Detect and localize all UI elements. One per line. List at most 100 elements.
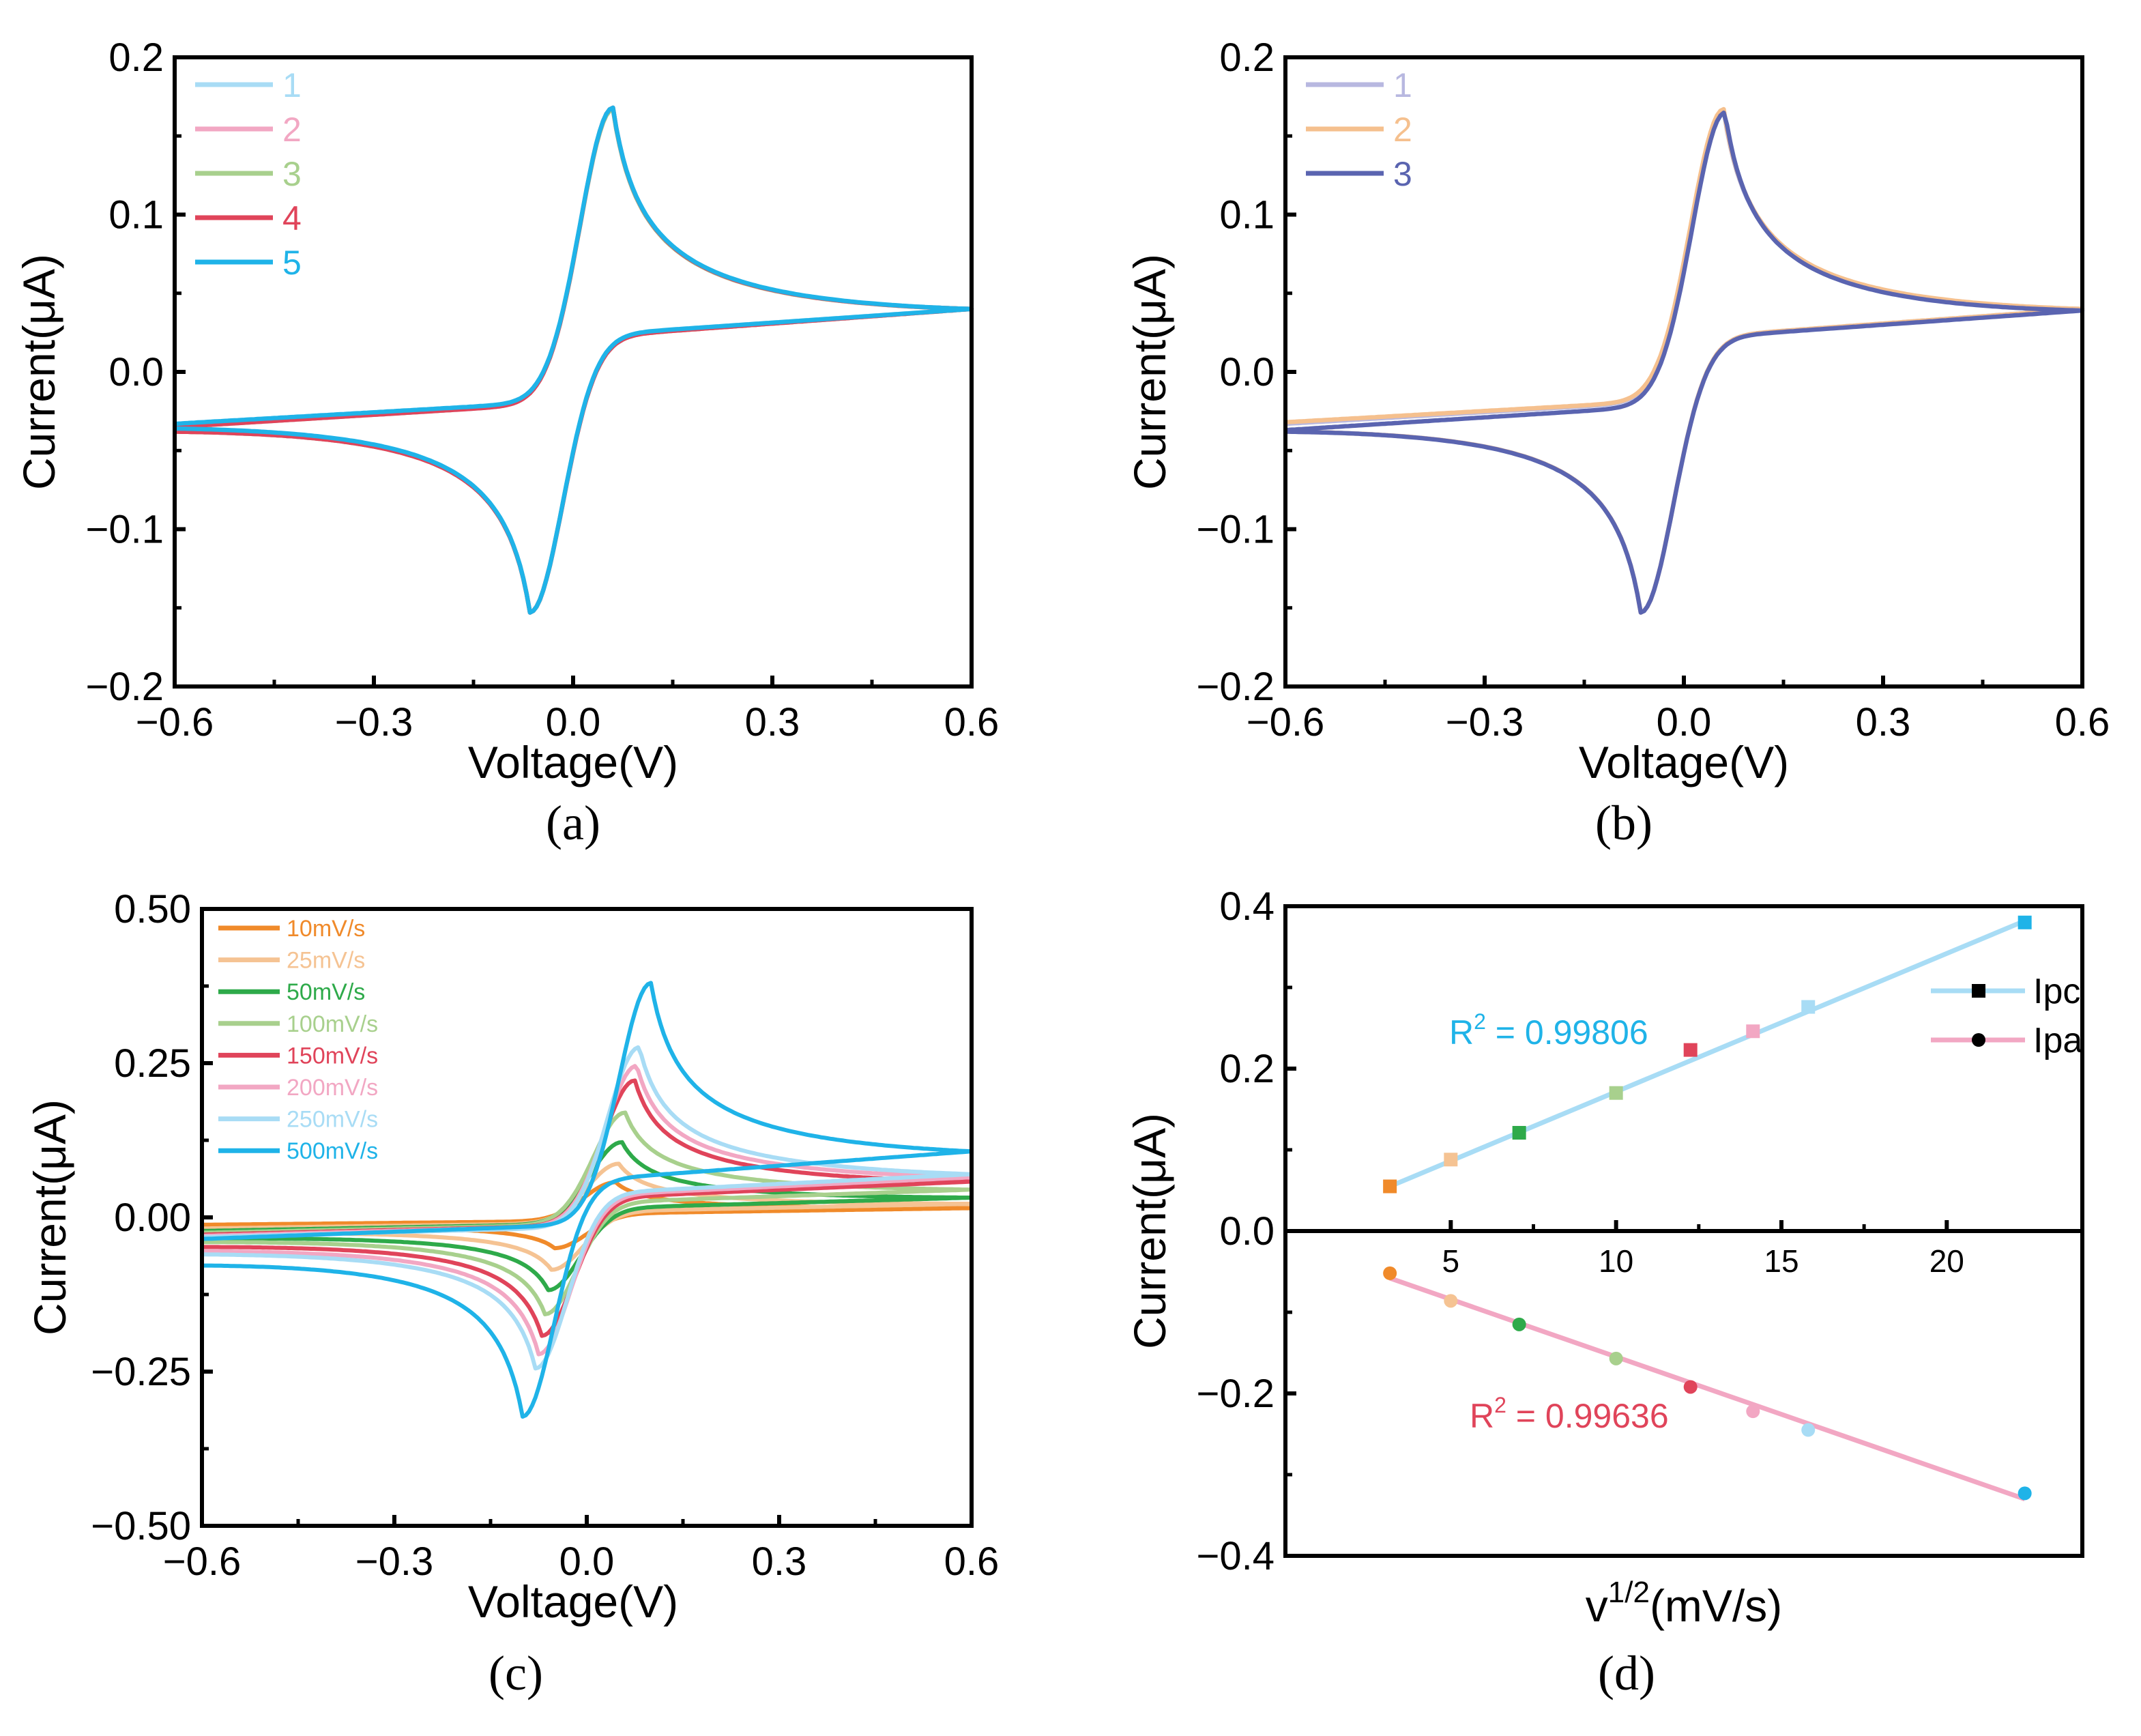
- x-tick-label: −0.6: [1247, 700, 1325, 744]
- y-tick-label: −0.2: [1197, 1372, 1275, 1416]
- data-point-Ipc: [2018, 915, 2032, 929]
- y-tick-label: 0.1: [1219, 193, 1275, 237]
- y-tick-label: −0.50: [91, 1504, 191, 1548]
- data-point-Ipa: [1609, 1351, 1623, 1365]
- r-squared-annotation: R2 = 0.99636: [1470, 1393, 1669, 1435]
- data-point-Ipa: [1746, 1404, 1760, 1419]
- data-point-Ipc: [1383, 1179, 1397, 1194]
- y-tick-label: 0.1: [108, 193, 164, 237]
- plot-frame: [1283, 904, 2084, 1558]
- legend-label: 10mV/s: [287, 916, 365, 942]
- y-tick-label: 0.4: [1219, 884, 1275, 929]
- legend-label: 500mV/s: [287, 1138, 378, 1164]
- x-tick-label: 0.6: [2055, 700, 2110, 744]
- panel-d: 5 10 15 20−0.4−0.20.00.20.4Current(μA)v1/2(…: [1124, 884, 2084, 1701]
- x-tick-label: 0.3: [1856, 700, 1911, 744]
- y-tick-label: −0.25: [91, 1350, 191, 1394]
- data-point-Ipc: [1801, 1000, 1816, 1014]
- x-tick-label: −0.3: [355, 1539, 434, 1584]
- panel-a: −0.6 −0.3 0.0 0.3 0.6 −0.2 −0.1 0.0 0.1 0.2 Curren…: [14, 35, 999, 850]
- x-tick-label: 0.3: [745, 700, 800, 744]
- legend-marker-square: [1972, 984, 1985, 998]
- r2-sup: 2: [1494, 1393, 1506, 1417]
- x-axis-label: Voltage(V): [468, 1576, 678, 1627]
- x-tick-label: −0.6: [136, 700, 214, 744]
- legend-label: 200mV/s: [287, 1075, 378, 1101]
- panel-c: −0.6 −0.3 0.0 0.3 0.6 −0.50 −0.25 0.00 0.25 0.50 C…: [25, 887, 999, 1701]
- y-tick-label: −0.2: [86, 665, 164, 709]
- plot-frame: [173, 55, 974, 689]
- x-tick-label: 0.3: [752, 1539, 807, 1584]
- data-point-Ipc: [1512, 1126, 1526, 1140]
- y-tick-label: 0.0: [108, 350, 164, 394]
- x-tick-label: 15: [1764, 1243, 1798, 1279]
- x-tick-label: 5: [1442, 1243, 1460, 1279]
- r2-label: R: [1449, 1013, 1474, 1052]
- legend-label: 150mV/s: [287, 1043, 378, 1069]
- legend-label: 3: [282, 155, 302, 193]
- legend-label: 2: [1393, 111, 1412, 149]
- y-tick-label: 0.00: [114, 1196, 191, 1240]
- panel-caption: (c): [489, 1646, 543, 1701]
- y-axis-label: Current(μA): [1124, 1113, 1175, 1349]
- data-point-Ipc: [1609, 1086, 1623, 1100]
- y-axis-label: Current(μA): [1124, 254, 1175, 490]
- data-point-Ipc: [1444, 1153, 1458, 1167]
- x-axis-label: v1/2(mV/s): [1586, 1576, 1782, 1631]
- legend-label: 50mV/s: [287, 979, 365, 1005]
- x-tick-label: 0.6: [944, 700, 1000, 744]
- data-point-Ipa: [2018, 1486, 2032, 1501]
- panel-caption: (d): [1598, 1646, 1655, 1701]
- panel-b: −0.6 −0.3 0.0 0.3 0.6 −0.2 −0.1 0.0 0.1 0.2 Curren…: [1124, 35, 2110, 850]
- y-tick-label: 0.25: [114, 1041, 191, 1086]
- legend-label: 1: [1393, 66, 1412, 104]
- panel-caption: (b): [1595, 796, 1652, 850]
- data-point-Ipa: [1383, 1266, 1397, 1280]
- legend-label: 2: [282, 111, 302, 149]
- plot-frame: [200, 907, 974, 1528]
- fit-line-Ipc: [1388, 918, 2026, 1189]
- y-tick-label: 0.0: [1219, 1209, 1275, 1254]
- y-axis-label: Current(μA): [25, 1099, 75, 1335]
- r2-value: = 0.99636: [1506, 1397, 1669, 1435]
- r2-label: R: [1470, 1397, 1494, 1435]
- legend-label: 250mV/s: [287, 1107, 378, 1133]
- legend-label: 5: [282, 244, 302, 282]
- x-tick-label: 20: [1929, 1243, 1964, 1279]
- y-axis-label: Current(μA): [14, 254, 64, 490]
- y-tick-label: 0.2: [1219, 35, 1275, 80]
- x-axis-label-sup: 1/2: [1608, 1576, 1650, 1609]
- x-tick-label: −0.3: [1446, 700, 1524, 744]
- legend-label: 4: [282, 199, 302, 237]
- plot-frame: [1283, 55, 2084, 689]
- x-axis-label: Voltage(V): [1579, 737, 1789, 787]
- data-point-Ipa: [1444, 1294, 1458, 1308]
- x-tick-label: 10: [1599, 1243, 1633, 1279]
- fit-line-Ipa: [1388, 1275, 2026, 1502]
- data-point-Ipc: [1746, 1024, 1760, 1039]
- y-tick-label: −0.1: [1197, 508, 1275, 552]
- x-tick-label: 0.0: [559, 1539, 615, 1584]
- panel-caption: (a): [546, 796, 600, 850]
- legend-label: 25mV/s: [287, 948, 365, 974]
- legend-label: 1: [282, 66, 302, 104]
- x-tick-label: −0.6: [163, 1539, 242, 1584]
- x-tick-label: 0.0: [546, 700, 601, 744]
- y-tick-label: 0.0: [1219, 350, 1275, 394]
- data-point-Ipc: [1683, 1043, 1698, 1057]
- x-axis-label: Voltage(V): [468, 737, 678, 787]
- x-tick-label: −0.3: [335, 700, 413, 744]
- legend-label: Ipa: [2033, 1021, 2082, 1060]
- y-tick-label: 0.2: [108, 35, 164, 80]
- r-squared-annotation: R2 = 0.99806: [1449, 1009, 1648, 1052]
- legend-label: 3: [1393, 155, 1412, 193]
- x-tick-label: 0.0: [1657, 700, 1712, 744]
- y-tick-label: −0.1: [86, 508, 164, 552]
- y-tick-label: −0.2: [1197, 665, 1275, 709]
- y-tick-label: 0.50: [114, 887, 191, 931]
- y-tick-label: −0.4: [1197, 1534, 1275, 1578]
- r2-value: = 0.99806: [1486, 1013, 1648, 1052]
- x-tick-label: 0.6: [944, 1539, 1000, 1584]
- data-point-Ipa: [1801, 1423, 1816, 1437]
